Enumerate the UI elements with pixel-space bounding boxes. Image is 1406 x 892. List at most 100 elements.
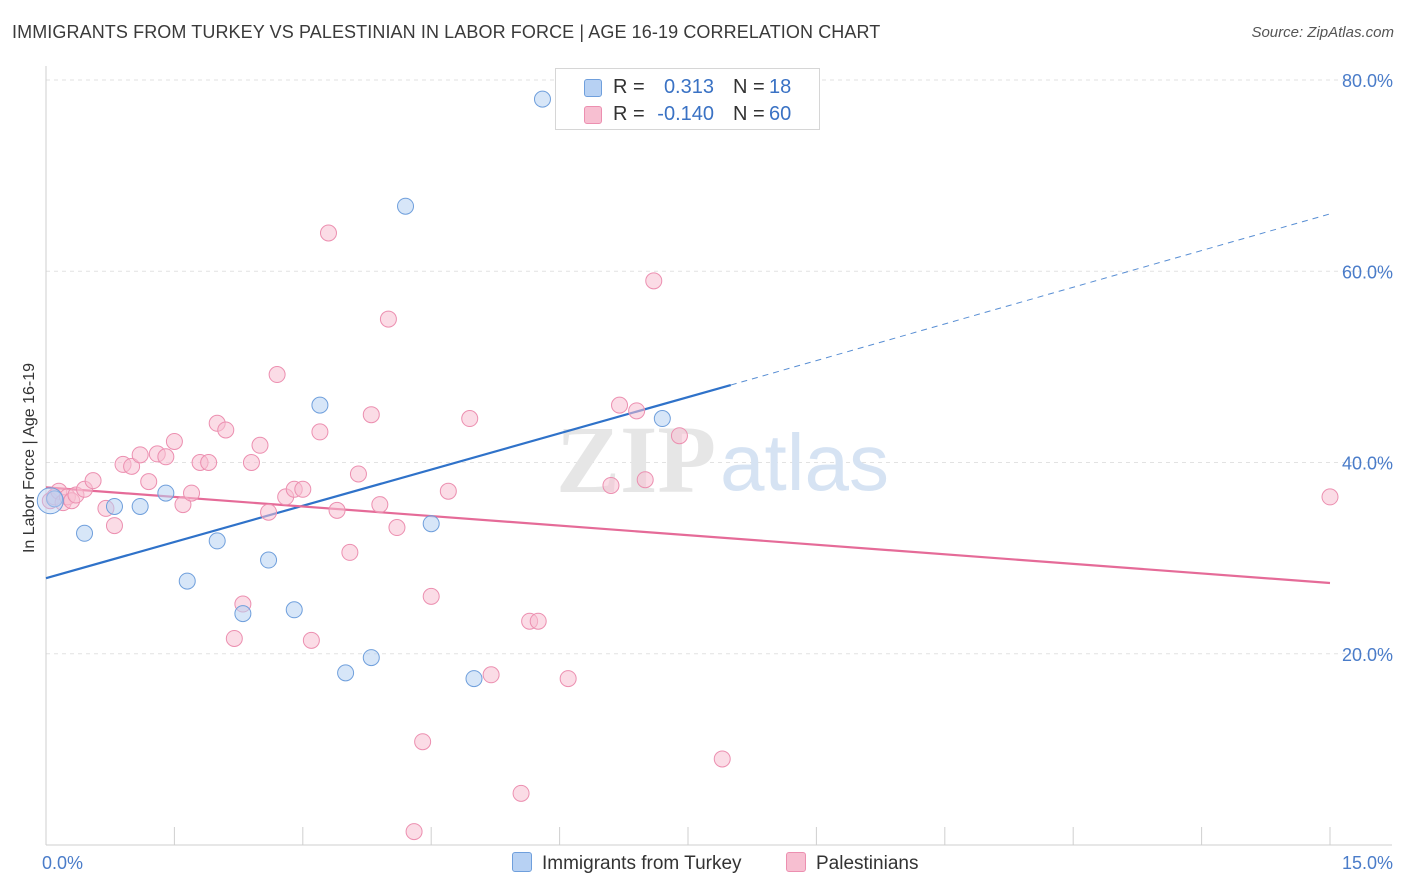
r-label: R =: [613, 103, 645, 125]
chart-title: IMMIGRANTS FROM TURKEY VS PALESTINIAN IN…: [12, 22, 881, 42]
point-turkey: [260, 551, 278, 569]
point-palestinians: [482, 666, 500, 684]
y-tick-label: 20.0%: [1342, 645, 1393, 665]
point-palestinians: [611, 396, 629, 414]
point-palestinians: [362, 406, 380, 424]
legend-item-turkey[interactable]: Immigrants from Turkey: [512, 852, 742, 875]
point-palestinians: [157, 448, 175, 466]
axes: [45, 66, 1392, 846]
legend-swatch-turkey: [512, 852, 532, 872]
legend-row-turkey: R = 0.313 N = 18: [556, 74, 819, 102]
trend-line-turkey: [45, 383, 732, 580]
point-palestinians: [461, 410, 479, 428]
tick-labels: 20.0% 40.0% 60.0% 80.0% 0.0% 15.0%: [42, 71, 1393, 873]
watermark-atlas: atlas: [720, 418, 889, 507]
point-palestinians: [713, 750, 731, 768]
point-palestinians: [371, 496, 389, 514]
point-palestinians: [260, 503, 278, 521]
y-tick-label: 40.0%: [1342, 454, 1393, 474]
point-palestinians: [242, 454, 260, 471]
point-turkey: [337, 664, 355, 682]
point-turkey: [653, 410, 671, 428]
point-palestinians: [217, 421, 235, 439]
legend-swatch-palestinians: [584, 106, 602, 124]
point-palestinians: [131, 446, 149, 464]
point-turkey: [208, 532, 226, 550]
point-palestinians: [388, 519, 406, 537]
point-palestinians: [140, 473, 158, 491]
point-palestinians: [670, 427, 688, 445]
series-legend: Immigrants from Turkey Palestinians: [0, 850, 1406, 878]
point-turkey: [362, 649, 380, 667]
r-label: R =: [613, 76, 645, 98]
point-palestinians: [319, 224, 337, 242]
y-axis-label: In Labor Force | Age 16-19: [21, 363, 38, 553]
point-turkey: [178, 572, 196, 590]
trend-lines: [45, 213, 1331, 585]
point-palestinians: [636, 471, 654, 489]
point-palestinians: [294, 480, 312, 498]
point-turkey: [157, 484, 175, 502]
legend-row-palestinians: R = -0.140 N = 60: [556, 101, 819, 129]
legend-label-palestinians: Palestinians: [816, 853, 919, 874]
point-palestinians: [174, 496, 192, 514]
point-palestinians: [183, 484, 201, 502]
point-palestinians: [105, 517, 123, 535]
point-palestinians: [645, 272, 663, 290]
point-palestinians: [251, 436, 269, 454]
n-value: 18: [769, 76, 792, 98]
point-palestinians: [123, 457, 141, 475]
legend-label-turkey: Immigrants from Turkey: [542, 853, 742, 874]
watermark: ZIP atlas: [556, 406, 889, 513]
trend-line-palestinians: [45, 486, 1331, 585]
point-turkey: [533, 90, 551, 108]
r-value: -0.140: [657, 103, 714, 125]
point-palestinians: [302, 631, 320, 649]
point-cluster: [36, 487, 64, 515]
r-value: 0.313: [663, 76, 714, 98]
point-turkey: [105, 497, 123, 515]
point-turkey: [76, 524, 94, 542]
legend-swatch-palestinians: [786, 852, 806, 872]
point-turkey: [46, 490, 64, 508]
point-palestinians: [328, 501, 346, 519]
point-palestinians: [341, 543, 359, 561]
point-turkey: [397, 197, 415, 215]
y-tick-label: 80.0%: [1342, 71, 1393, 91]
data-points: [36, 90, 1339, 841]
point-palestinians: [628, 402, 646, 420]
point-turkey: [131, 497, 149, 515]
point-turkey: [285, 601, 303, 619]
watermark-zip: ZIP: [556, 406, 716, 513]
point-turkey: [465, 670, 483, 688]
point-palestinians: [414, 733, 432, 751]
n-label: N =: [733, 103, 765, 125]
trend-line-turkey-extension: [730, 213, 1331, 386]
point-palestinians: [602, 476, 620, 494]
point-palestinians: [268, 366, 286, 384]
x-tick-label-min: 0.0%: [42, 853, 83, 873]
point-palestinians: [439, 482, 457, 500]
x-tick-label-max: 15.0%: [1342, 853, 1393, 873]
point-palestinians: [405, 823, 423, 841]
point-palestinians: [165, 432, 183, 450]
point-palestinians: [512, 784, 530, 802]
point-palestinians: [379, 310, 397, 328]
point-palestinians: [200, 454, 218, 471]
legend-item-palestinians[interactable]: Palestinians: [786, 852, 918, 875]
y-tick-label: 60.0%: [1342, 262, 1393, 282]
point-turkey: [422, 515, 440, 533]
point-palestinians: [559, 670, 577, 688]
legend-swatch-turkey: [584, 79, 602, 97]
point-palestinians: [225, 629, 243, 647]
n-value: 60: [769, 103, 792, 125]
point-palestinians: [311, 423, 329, 441]
point-turkey: [234, 605, 252, 623]
point-palestinians: [1321, 488, 1339, 506]
grid-lines: [46, 79, 1392, 655]
n-label: N =: [733, 76, 765, 98]
chart-source: Source: ZipAtlas.com: [1251, 24, 1394, 41]
point-palestinians: [422, 587, 440, 605]
point-palestinians: [529, 612, 547, 630]
